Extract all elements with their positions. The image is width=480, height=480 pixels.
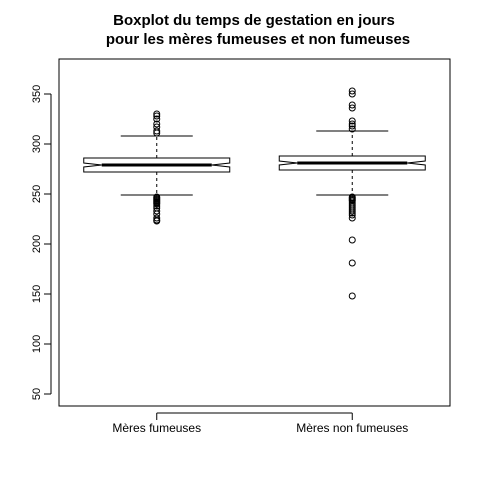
chart-title-line1: Boxplot du temps de gestation en jours bbox=[113, 12, 395, 29]
outlier-point bbox=[153, 112, 161, 120]
outlier-point bbox=[153, 200, 161, 208]
x-category-label: Mères non fumeuses bbox=[296, 421, 408, 435]
x-axis: Mères fumeuses Mères non fumeuses bbox=[112, 412, 408, 435]
y-tick-label: 50 bbox=[31, 388, 43, 400]
outlier-point bbox=[348, 207, 356, 215]
box-group bbox=[83, 87, 426, 300]
outlier-point bbox=[348, 122, 356, 130]
y-axis: 50 100 150 200 250 300 350 bbox=[31, 85, 52, 400]
outlier-point bbox=[348, 214, 356, 222]
outlier-point bbox=[348, 90, 356, 98]
y-tick-label: 250 bbox=[31, 185, 43, 203]
outlier-point bbox=[348, 101, 356, 109]
outlier-point bbox=[153, 207, 161, 215]
outlier-point bbox=[348, 125, 356, 133]
outlier-point bbox=[153, 129, 161, 137]
box-1 bbox=[83, 110, 231, 225]
outlier-point bbox=[348, 211, 356, 219]
outlier-point bbox=[348, 104, 356, 112]
box-2 bbox=[278, 87, 426, 300]
outlier-point bbox=[153, 110, 161, 118]
outlier-point bbox=[153, 115, 161, 123]
y-tick-label: 150 bbox=[31, 285, 43, 303]
outlier-point bbox=[153, 120, 161, 128]
outlier-point bbox=[153, 127, 161, 135]
chart-title-line2: pour les mères fumeuses et non fumeuses bbox=[106, 31, 410, 48]
outlier-point bbox=[153, 217, 161, 225]
y-tick-label: 350 bbox=[31, 85, 43, 103]
outlier-point bbox=[153, 202, 161, 210]
outlier-point bbox=[348, 117, 356, 125]
outlier-point bbox=[348, 87, 356, 95]
outlier-point bbox=[348, 236, 356, 244]
outlier-point bbox=[348, 292, 356, 300]
outlier-point bbox=[348, 259, 356, 267]
plot-frame bbox=[58, 58, 451, 407]
outlier-point bbox=[153, 214, 161, 222]
outlier-point bbox=[348, 120, 356, 128]
y-tick-label: 200 bbox=[31, 235, 43, 253]
y-tick-label: 100 bbox=[31, 335, 43, 353]
y-tick-label: 300 bbox=[31, 135, 43, 153]
x-category-label: Mères fumeuses bbox=[112, 421, 201, 435]
outlier-point bbox=[348, 209, 356, 217]
